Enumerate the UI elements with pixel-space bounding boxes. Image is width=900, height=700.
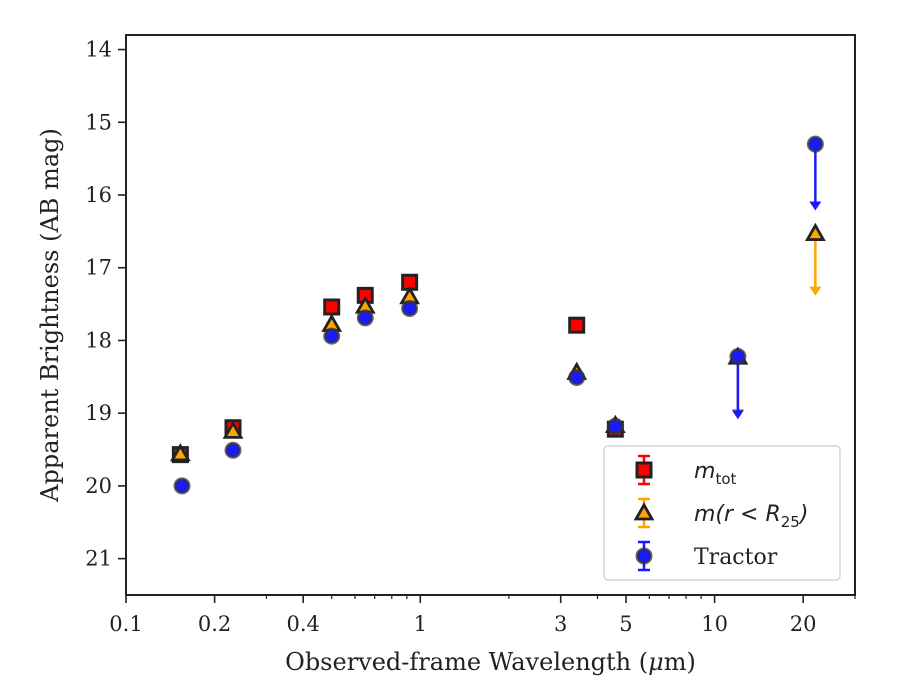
x-tick-label: 1 <box>414 612 427 636</box>
series-square <box>171 273 624 464</box>
x-tick-label: 3 <box>554 612 567 636</box>
x-tick-label: 5 <box>619 612 632 636</box>
y-tick-label: 15 <box>85 110 112 134</box>
y-tick-label: 19 <box>85 401 112 425</box>
circle-marker <box>323 327 341 345</box>
axes-frame <box>125 34 856 596</box>
square-marker <box>323 298 341 316</box>
circle-marker <box>224 441 242 459</box>
plot-area <box>169 135 826 495</box>
series-circle <box>173 135 824 495</box>
legend-label: m(r < R25) <box>694 502 808 531</box>
y-tick-label: 21 <box>85 547 112 571</box>
circle-marker <box>635 547 653 565</box>
upper-limit-arrowhead <box>809 201 822 211</box>
x-tick-label: 20 <box>790 612 817 636</box>
circle-marker <box>606 417 624 435</box>
triangle-marker <box>169 443 191 462</box>
triangle-marker <box>633 502 655 521</box>
circle-marker <box>806 135 824 153</box>
upper-limit-arrowhead <box>809 286 822 296</box>
x-tick-label: 10 <box>701 612 728 636</box>
x-tick-label: 0.4 <box>286 612 319 636</box>
circle-marker <box>401 299 419 317</box>
circle-marker <box>356 309 374 327</box>
triangle-marker <box>804 222 826 241</box>
x-tick-label: 0.2 <box>198 612 231 636</box>
square-marker <box>568 316 586 334</box>
y-axis-label: Apparent Brightness (AB mag) <box>36 128 64 503</box>
y-tick-label: 18 <box>85 328 112 352</box>
y-tick-label: 14 <box>85 38 112 62</box>
y-tick-label: 17 <box>85 256 112 280</box>
series-triangle <box>169 222 826 462</box>
upper-limit-arrowhead <box>731 410 744 420</box>
circle-marker <box>729 347 747 365</box>
circle-marker <box>173 477 191 495</box>
legend-label: mtot <box>694 459 736 488</box>
triangle-marker <box>222 420 244 439</box>
axis-ticks: 0.1 0.2 0.4 1 3 5 10 20 14 15 16 17 18 19 20 21 <box>85 38 856 636</box>
legend: mtot m(r < R25) Tractor <box>603 445 841 581</box>
legend-label: Tractor <box>694 545 778 570</box>
legend-box <box>603 445 841 581</box>
y-tick-label: 16 <box>85 183 112 207</box>
y-tick-label: 20 <box>85 474 112 498</box>
x-tick-label: 0.1 <box>109 612 142 636</box>
square-marker <box>635 461 653 479</box>
circle-marker <box>568 369 586 387</box>
x-axis-label: Observed-frame Wavelength (μm) <box>285 648 696 676</box>
